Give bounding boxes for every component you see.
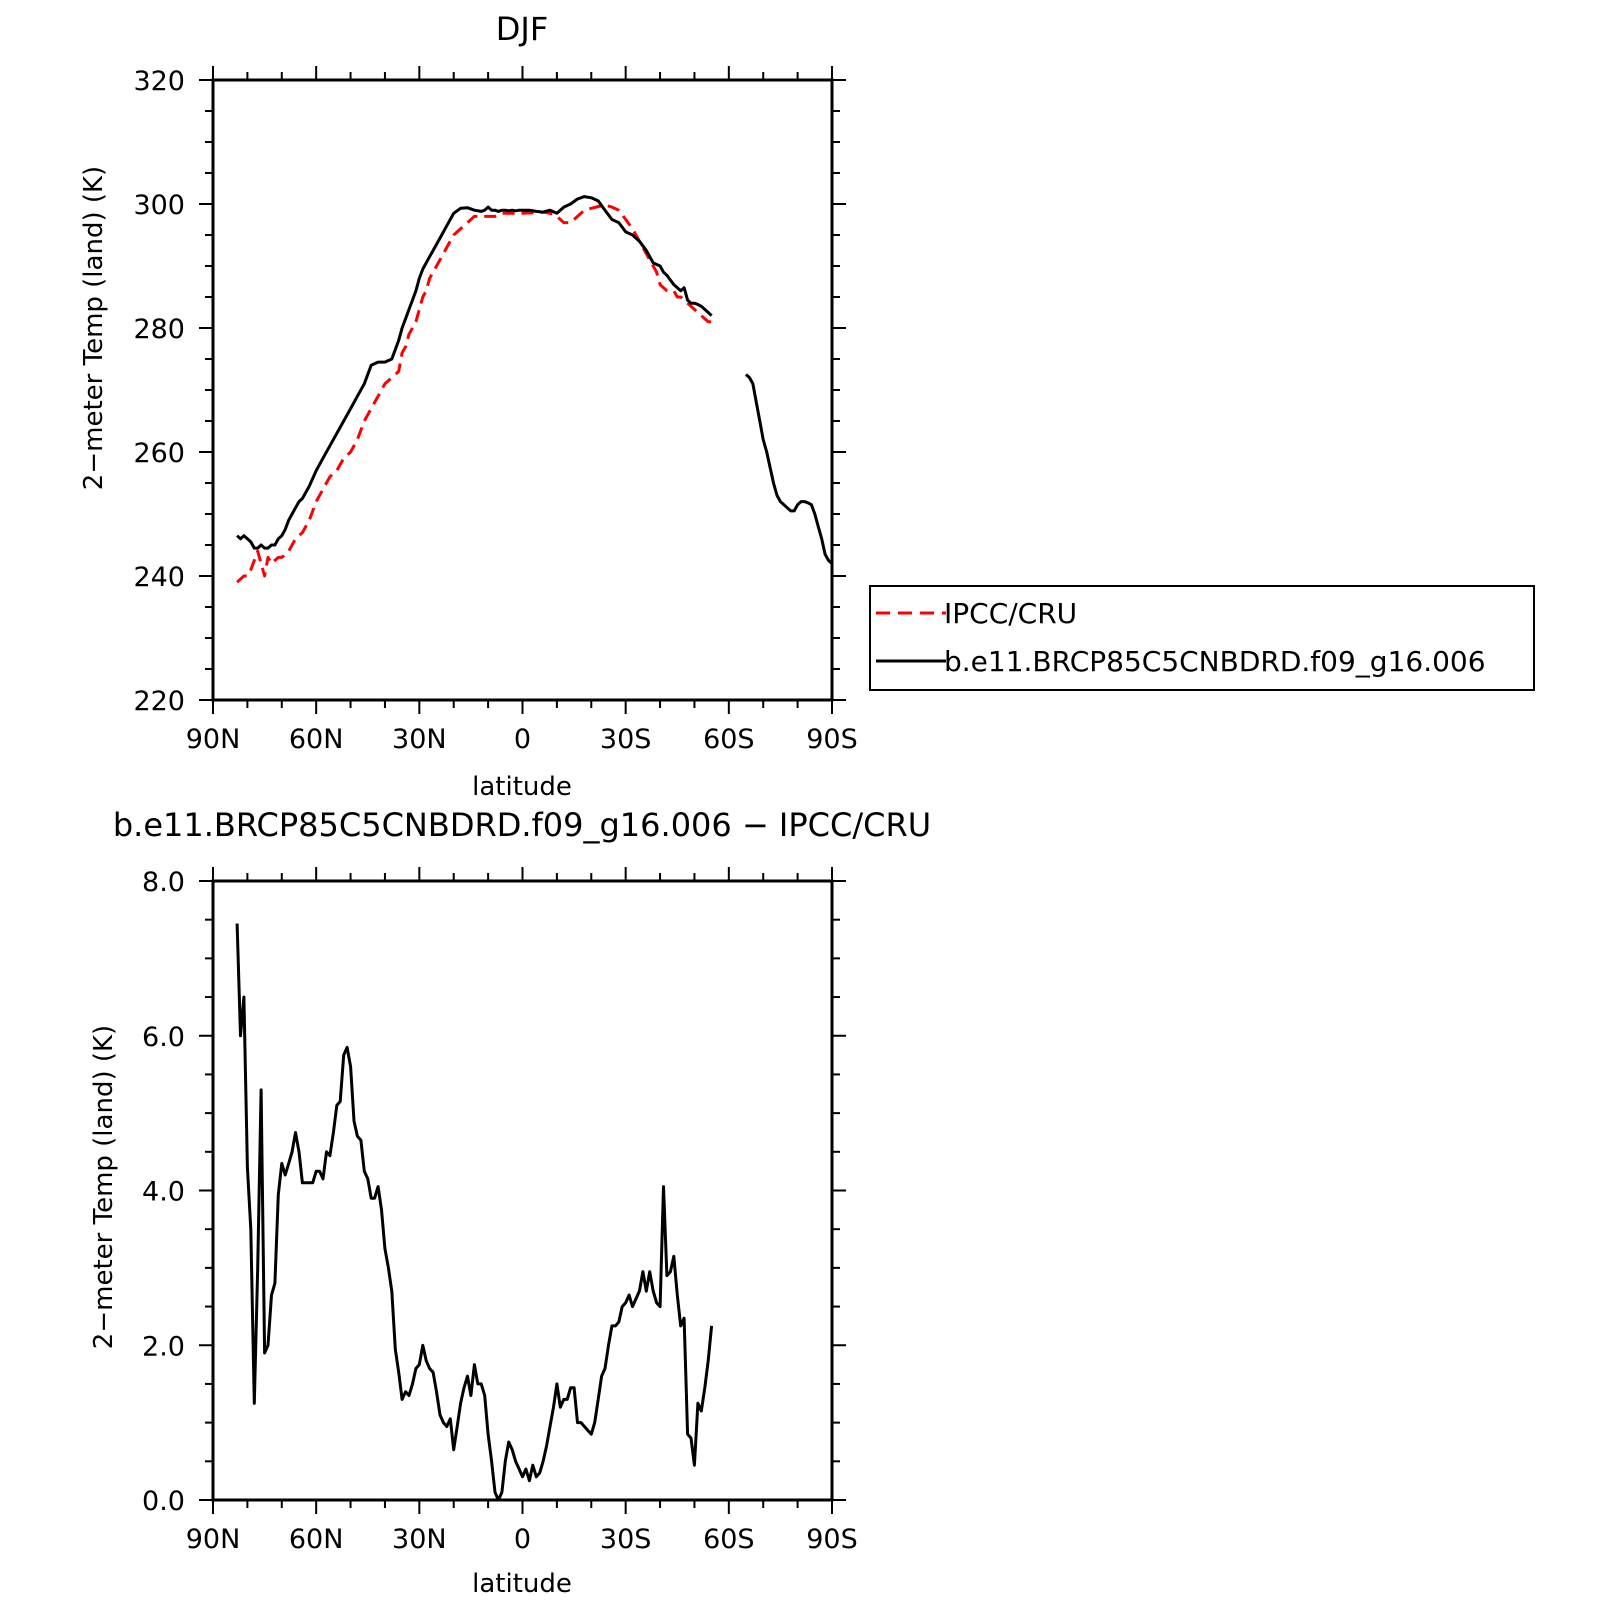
top-series-line-0 xyxy=(236,203,712,584)
bottom-x-tick-label: 90N xyxy=(186,1524,241,1555)
top-plot-area: 90N 60N 30N 0 30S 60S 90S 220 240 260 280 300 320 xyxy=(133,66,858,755)
top-y-tick-label: 240 xyxy=(133,562,185,593)
top-y-axis-title: 2−meter Temp (land) (K) xyxy=(79,166,109,490)
top-y-tick-label: 280 xyxy=(133,314,185,345)
bottom-y-tick-label: 0.0 xyxy=(142,1486,185,1517)
top-y-tick-label: 300 xyxy=(133,190,185,221)
top-plot-frame xyxy=(211,78,834,702)
top-x-axis-title: latitude xyxy=(472,772,572,802)
top-x-tick-label: 90S xyxy=(806,724,858,755)
bottom-x-tick-label: 90S xyxy=(806,1524,858,1555)
bottom-plot-frame xyxy=(211,879,834,1502)
bottom-plot-area: 90N 60N 30N 0 30S 60S 90S 0.0 2.0 4.0 6.0 8.0 xyxy=(142,867,858,1555)
top-y-tick-label: 320 xyxy=(133,66,185,97)
legend-label-ipcc-cru: IPCC/CRU xyxy=(944,597,1077,630)
bottom-y-axis-title: 2−meter Temp (land) (K) xyxy=(89,1025,119,1349)
top-y-tick-label: 220 xyxy=(133,686,185,717)
bottom-x-tick-label: 60S xyxy=(703,1524,755,1555)
bottom-y-tick-label: 2.0 xyxy=(142,1331,185,1362)
legend: IPCC/CRU b.e11.BRCP85C5CNBDRD.f09_g16.00… xyxy=(869,585,1535,691)
top-x-tick-label: 0 xyxy=(514,724,531,755)
top-series-line-1 xyxy=(236,195,834,565)
top-x-tick-label: 90N xyxy=(186,724,241,755)
top-x-tick-label: 30S xyxy=(600,724,652,755)
top-x-tick-label: 30N xyxy=(392,724,447,755)
legend-box xyxy=(869,585,1535,691)
legend-label-model: b.e11.BRCP85C5CNBDRD.f09_g16.006 xyxy=(944,645,1486,678)
bottom-x-axis-title: latitude xyxy=(472,1569,572,1599)
bottom-chart-title: b.e11.BRCP85C5CNBDRD.f09_g16.006 − IPCC/… xyxy=(113,806,931,844)
top-chart-title: DJF xyxy=(496,10,548,48)
bottom-chart: b.e11.BRCP85C5CNBDRD.f09_g16.006 − IPCC/… xyxy=(89,806,931,1599)
top-x-tick-label: 60N xyxy=(289,724,344,755)
bottom-x-tick-label: 30N xyxy=(392,1524,447,1555)
bottom-y-tick-label: 4.0 xyxy=(142,1177,185,1208)
bottom-x-tick-label: 0 xyxy=(514,1524,531,1555)
top-y-tick-label: 260 xyxy=(133,438,185,469)
top-x-tick-label: 60S xyxy=(703,724,755,755)
top-chart: DJF 90N 60N 30N 0 30S 60S 90S 220 240 260 280 300 32… xyxy=(79,10,858,802)
bottom-x-tick-label: 60N xyxy=(289,1524,344,1555)
bottom-y-tick-label: 6.0 xyxy=(142,1022,185,1053)
bottom-x-tick-label: 30S xyxy=(600,1524,652,1555)
bottom-y-tick-label: 8.0 xyxy=(142,867,185,898)
bottom-series-line-0 xyxy=(235,923,714,1502)
